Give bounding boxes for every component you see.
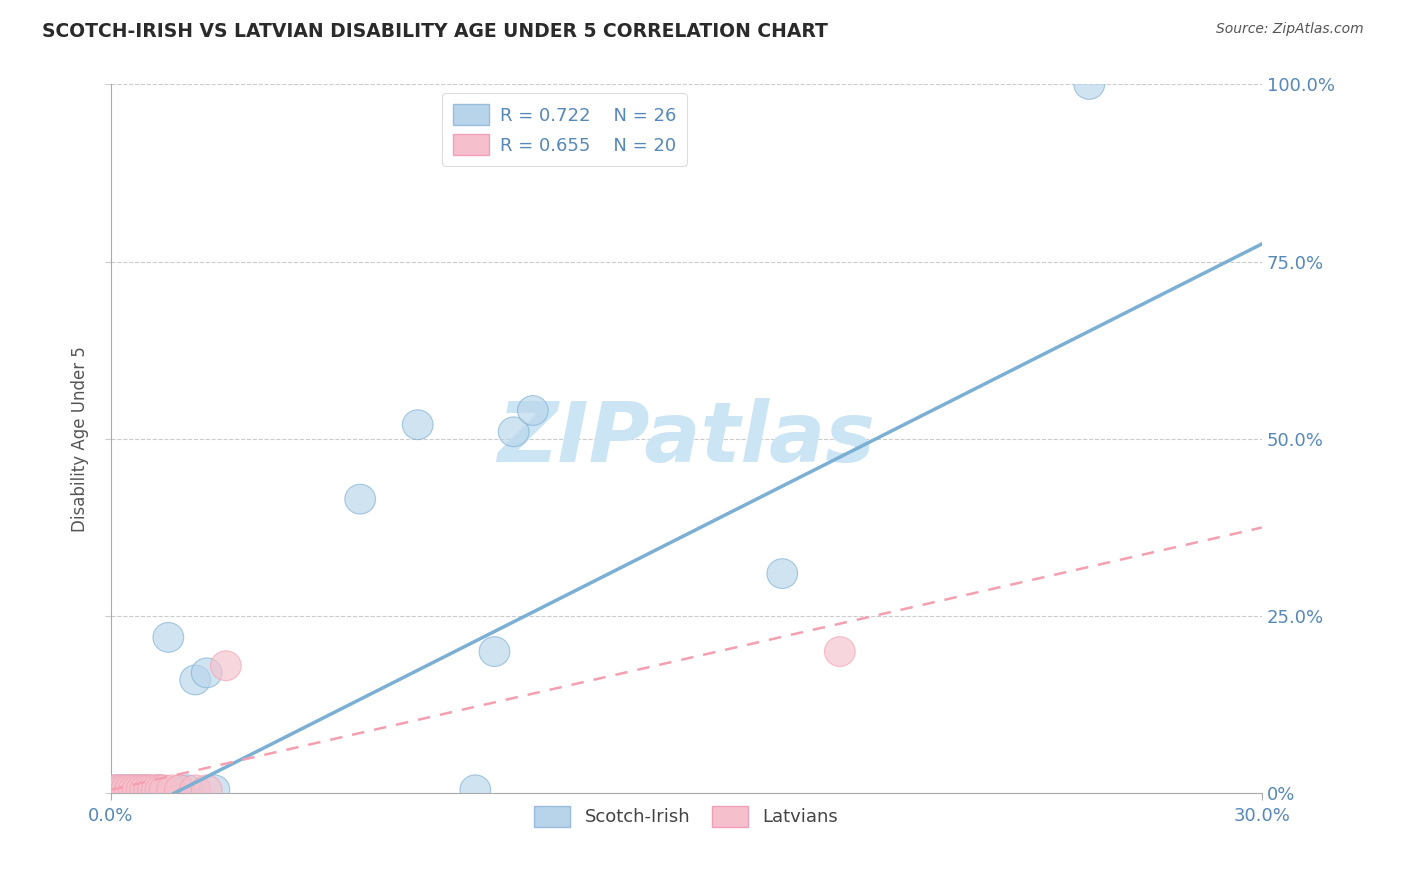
Ellipse shape — [145, 775, 176, 805]
Ellipse shape — [165, 775, 195, 805]
Ellipse shape — [149, 775, 180, 805]
Ellipse shape — [127, 775, 157, 805]
Y-axis label: Disability Age Under 5: Disability Age Under 5 — [72, 346, 89, 532]
Ellipse shape — [157, 775, 187, 805]
Ellipse shape — [118, 775, 149, 805]
Ellipse shape — [211, 651, 242, 681]
Ellipse shape — [115, 775, 145, 805]
Ellipse shape — [180, 665, 211, 695]
Ellipse shape — [103, 775, 134, 805]
Ellipse shape — [111, 775, 142, 805]
Ellipse shape — [129, 775, 160, 805]
Ellipse shape — [145, 775, 176, 805]
Ellipse shape — [134, 775, 165, 805]
Ellipse shape — [103, 775, 134, 805]
Ellipse shape — [122, 775, 153, 805]
Text: Source: ZipAtlas.com: Source: ZipAtlas.com — [1216, 22, 1364, 37]
Ellipse shape — [111, 775, 142, 805]
Ellipse shape — [200, 775, 229, 805]
Ellipse shape — [824, 637, 855, 666]
Ellipse shape — [100, 775, 129, 805]
Ellipse shape — [100, 775, 129, 805]
Ellipse shape — [402, 409, 433, 440]
Ellipse shape — [766, 558, 797, 589]
Text: ZIPatlas: ZIPatlas — [498, 399, 876, 479]
Ellipse shape — [498, 417, 529, 447]
Legend: Scotch-Irish, Latvians: Scotch-Irish, Latvians — [527, 798, 845, 834]
Ellipse shape — [191, 775, 222, 805]
Ellipse shape — [118, 775, 149, 805]
Ellipse shape — [142, 775, 172, 805]
Ellipse shape — [107, 775, 138, 805]
Ellipse shape — [138, 775, 169, 805]
Ellipse shape — [107, 775, 138, 805]
Ellipse shape — [1074, 70, 1105, 99]
Ellipse shape — [134, 775, 165, 805]
Text: SCOTCH-IRISH VS LATVIAN DISABILITY AGE UNDER 5 CORRELATION CHART: SCOTCH-IRISH VS LATVIAN DISABILITY AGE U… — [42, 22, 828, 41]
Ellipse shape — [127, 775, 157, 805]
Ellipse shape — [191, 658, 222, 688]
Ellipse shape — [517, 396, 548, 425]
Ellipse shape — [180, 775, 211, 805]
Ellipse shape — [460, 775, 491, 805]
Ellipse shape — [153, 623, 184, 652]
Ellipse shape — [165, 775, 195, 805]
Ellipse shape — [479, 637, 510, 666]
Ellipse shape — [129, 775, 160, 805]
Ellipse shape — [172, 775, 202, 805]
Ellipse shape — [115, 775, 145, 805]
Ellipse shape — [142, 775, 172, 805]
Ellipse shape — [344, 484, 375, 514]
Ellipse shape — [122, 775, 153, 805]
